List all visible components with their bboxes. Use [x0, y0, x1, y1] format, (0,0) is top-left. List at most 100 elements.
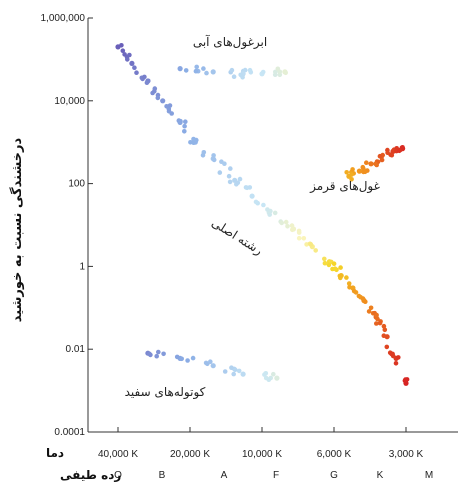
star-point [283, 219, 289, 225]
star-point [132, 65, 137, 70]
star-point [403, 377, 408, 382]
star-point [322, 256, 327, 262]
star-point [377, 153, 383, 159]
star-point [389, 152, 395, 158]
star-point [194, 64, 199, 70]
star-point [129, 60, 135, 66]
star-point [185, 358, 190, 363]
star-point [273, 69, 278, 75]
star-point [382, 327, 388, 333]
star-point [260, 69, 266, 75]
star-point [200, 153, 206, 158]
axes: 1,000,000 10,000 100 1 0.01 0.0001 40,000 K 20,… [41, 13, 458, 481]
star-point [368, 161, 374, 167]
star-point [331, 261, 337, 267]
star-point [290, 227, 295, 233]
star-point [379, 157, 385, 163]
star-point [120, 48, 126, 53]
star-point [374, 312, 379, 318]
star-point [231, 371, 236, 377]
star-point [396, 355, 401, 360]
star-point [377, 320, 383, 326]
star-point [125, 57, 130, 62]
star-point [266, 377, 272, 383]
star-point [350, 167, 355, 172]
temperature-tick-label: 6,000 K [317, 449, 352, 460]
star-point [313, 248, 319, 253]
star-point [360, 296, 366, 301]
star-point [338, 273, 344, 278]
spectral-class-label: O [114, 470, 122, 481]
temperature-tick-label: 10,000 K [242, 449, 282, 460]
star-point [397, 148, 402, 154]
star-point [279, 220, 285, 226]
star-point [236, 368, 242, 374]
star-point [332, 266, 338, 272]
star-point [142, 74, 147, 80]
star-point [182, 123, 187, 129]
spectral-class-label: F [273, 470, 279, 481]
star-point [390, 351, 395, 357]
star-point [364, 160, 369, 165]
star-point [344, 275, 349, 280]
star-point [349, 172, 354, 177]
star-point [144, 80, 150, 85]
star-point [177, 66, 183, 72]
series-white-dwarfs [145, 349, 280, 383]
y-axis-label: درخشندگی نسبت به خورشید [9, 137, 25, 322]
star-point [249, 193, 255, 199]
star-point [242, 67, 248, 73]
star-point [178, 118, 183, 124]
star-point [344, 170, 350, 175]
star-point [154, 353, 159, 359]
star-point [296, 230, 302, 235]
star-point [211, 157, 217, 163]
star-point [360, 164, 366, 170]
star-point [400, 145, 405, 150]
star-point [296, 235, 302, 241]
star-point [277, 69, 283, 75]
star-point [285, 224, 290, 229]
star-point [368, 305, 374, 311]
star-point [229, 365, 234, 371]
star-point [174, 354, 180, 360]
star-point [301, 236, 307, 241]
star-point [289, 223, 295, 228]
spectral-row-label: رده طیفی [60, 468, 121, 482]
star-point [381, 333, 387, 339]
star-point [167, 103, 173, 108]
series-red-giants [344, 145, 406, 182]
star-point [381, 323, 387, 329]
star-point [183, 119, 188, 124]
star-point [152, 88, 157, 94]
star-point [393, 361, 399, 366]
star-point [346, 281, 352, 286]
star-point [271, 371, 276, 377]
spectral-class-label: M [425, 470, 433, 481]
star-point [147, 351, 152, 357]
star-point [356, 168, 362, 174]
star-point [160, 98, 166, 104]
star-point [261, 202, 266, 208]
star-point [240, 371, 246, 377]
y-tick-label: 1,000,000 [41, 13, 86, 24]
temperature-tick-label: 40,000 K [98, 449, 138, 460]
star-point [134, 70, 139, 75]
y-tick-label: 100 [68, 179, 85, 190]
star-point [356, 293, 362, 299]
star-point [179, 356, 184, 362]
y-tick-label: 0.01 [66, 344, 86, 355]
star-point [232, 367, 238, 373]
star-point [238, 72, 243, 78]
y-tick-label: 10,000 [54, 96, 85, 107]
data-points [115, 43, 410, 386]
star-point [190, 355, 196, 361]
star-point [262, 372, 267, 377]
star-point [228, 166, 233, 171]
star-point [156, 349, 161, 355]
y-tick-label: 0.0001 [54, 427, 85, 438]
star-point [366, 309, 372, 314]
star-point [222, 369, 228, 374]
star-point [385, 150, 390, 155]
star-point [188, 140, 193, 145]
